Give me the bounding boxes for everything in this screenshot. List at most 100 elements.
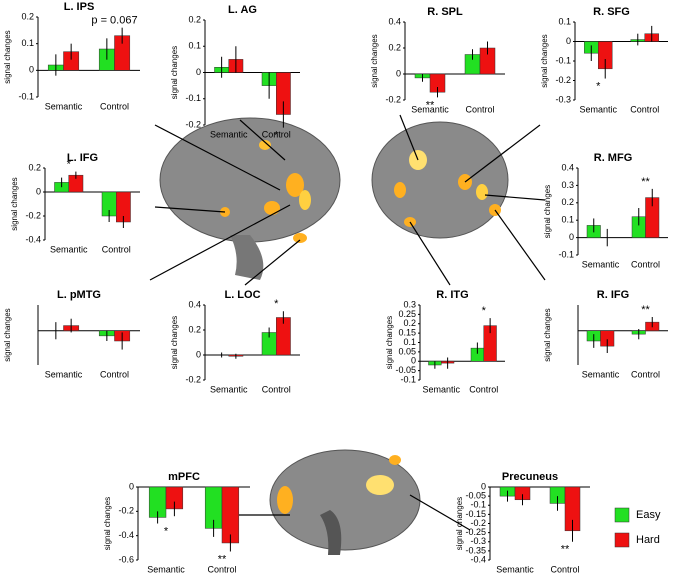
x-tick-label: Control bbox=[100, 369, 129, 379]
x-tick-label: Control bbox=[262, 129, 291, 139]
y-tick-label: -0.2 bbox=[25, 210, 41, 220]
x-tick-label: Semantic bbox=[422, 384, 460, 394]
y-tick-label: 0.1 bbox=[403, 337, 416, 347]
y-tick-label: -0.05 bbox=[395, 365, 416, 375]
y-axis-label: signal changes bbox=[543, 185, 552, 238]
y-tick-label: 0.2 bbox=[21, 11, 34, 21]
x-tick-label: Control bbox=[550, 564, 579, 574]
chart-title: R. MFG bbox=[594, 152, 633, 164]
y-tick-label: 0 bbox=[129, 481, 134, 491]
y-tick-label: 0 bbox=[29, 65, 34, 75]
chart-title: mPFC bbox=[168, 471, 200, 483]
y-axis-label: signal changes bbox=[10, 177, 19, 230]
chart-title: R. SFG bbox=[593, 6, 630, 18]
y-tick-label: -0.1 bbox=[400, 374, 416, 384]
y-tick-label: -0.05 bbox=[465, 491, 486, 501]
chart-title: R. ITG bbox=[436, 289, 468, 301]
y-tick-label: 0 bbox=[569, 232, 574, 242]
legend-swatch bbox=[614, 532, 630, 548]
y-axis-label: signal changes bbox=[3, 30, 12, 83]
y-axis-label: signal changes bbox=[103, 497, 112, 550]
chart-title: L. AG bbox=[228, 4, 257, 16]
x-tick-label: Semantic bbox=[579, 104, 617, 114]
x-tick-label: Semantic bbox=[411, 104, 449, 114]
y-tick-label: 0 bbox=[566, 36, 571, 46]
chart-title: L. pMTG bbox=[57, 289, 101, 301]
legend-swatch bbox=[614, 507, 630, 523]
y-tick-label: 0.2 bbox=[403, 318, 416, 328]
y-tick-label: 0.3 bbox=[403, 299, 416, 309]
y-axis-label: signal changes bbox=[170, 316, 179, 369]
x-tick-label: Control bbox=[100, 101, 129, 111]
y-tick-label: 0.1 bbox=[21, 38, 34, 48]
y-tick-label: 0 bbox=[481, 481, 486, 491]
brain-right bbox=[371, 121, 509, 239]
x-tick-label: Semantic bbox=[582, 369, 620, 379]
annotation: * bbox=[482, 305, 487, 317]
y-tick-label: -0.1 bbox=[185, 93, 201, 103]
y-axis-label: signal changes bbox=[3, 308, 12, 361]
y-tick-label: -0.1 bbox=[470, 500, 486, 510]
x-tick-label: Control bbox=[465, 104, 494, 114]
y-axis-label: signal changes bbox=[385, 316, 394, 369]
y-tick-label: -0.25 bbox=[465, 527, 486, 537]
y-axis-label: signal changes bbox=[540, 34, 549, 87]
chart-title: R. SPL bbox=[427, 6, 463, 18]
y-tick-label: 0.4 bbox=[561, 162, 574, 172]
x-tick-label: Semantic bbox=[582, 259, 620, 269]
annotation: * bbox=[274, 130, 279, 142]
y-tick-label: -0.2 bbox=[555, 75, 571, 85]
x-tick-label: Semantic bbox=[210, 129, 248, 139]
y-tick-label: -0.4 bbox=[118, 530, 134, 540]
x-tick-label: Semantic bbox=[496, 564, 534, 574]
y-tick-label: -0.3 bbox=[470, 536, 486, 546]
y-tick-label: 0.2 bbox=[388, 42, 401, 52]
x-tick-label: Control bbox=[207, 564, 236, 574]
y-tick-label: 0.1 bbox=[188, 41, 201, 51]
y-tick-label: 0 bbox=[196, 67, 201, 77]
y-tick-label: -0.4 bbox=[470, 554, 486, 564]
y-tick-label: -0.2 bbox=[470, 518, 486, 528]
chart-title: Precuneus bbox=[502, 471, 558, 483]
annotation: * bbox=[274, 298, 279, 310]
arrows bbox=[149, 114, 546, 531]
annotation: * bbox=[164, 525, 169, 537]
annotation: p = 0.067 bbox=[91, 15, 137, 27]
legend-label: Hard bbox=[636, 534, 660, 546]
y-tick-label: 0.4 bbox=[388, 16, 401, 26]
y-tick-label: 0 bbox=[396, 68, 401, 78]
chart-title: L. LOC bbox=[224, 289, 260, 301]
x-tick-label: Semantic bbox=[45, 101, 83, 111]
y-tick-label: 0.1 bbox=[561, 215, 574, 225]
y-tick-label: -0.2 bbox=[385, 94, 401, 104]
x-tick-label: Semantic bbox=[50, 244, 88, 254]
chart-title: R. IFG bbox=[597, 289, 629, 301]
y-tick-label: 0.2 bbox=[188, 14, 201, 24]
y-tick-label: 0.25 bbox=[398, 309, 416, 319]
chart-title: L. IFG bbox=[67, 152, 98, 164]
annotation: ** bbox=[426, 99, 435, 111]
y-tick-label: 0.1 bbox=[558, 16, 571, 26]
legend-label: Easy bbox=[636, 509, 661, 521]
x-tick-label: Control bbox=[630, 104, 659, 114]
y-axis-label: signal changes bbox=[370, 34, 379, 87]
y-tick-label: -0.2 bbox=[118, 506, 134, 516]
y-tick-label: -0.1 bbox=[18, 91, 34, 101]
x-tick-label: Semantic bbox=[210, 384, 248, 394]
annotation: * bbox=[67, 159, 72, 171]
y-tick-label: -0.15 bbox=[465, 509, 486, 519]
brain-medial bbox=[269, 449, 421, 555]
annotation: ** bbox=[641, 176, 650, 188]
y-tick-label: -0.1 bbox=[555, 55, 571, 65]
annotation: ** bbox=[641, 304, 650, 316]
x-tick-label: Control bbox=[262, 384, 291, 394]
annotation: ** bbox=[561, 544, 570, 556]
chart-title: L. IPS bbox=[64, 1, 95, 13]
y-tick-label: -0.4 bbox=[25, 234, 41, 244]
y-axis-label: signal changes bbox=[455, 497, 464, 550]
y-tick-label: 0 bbox=[36, 186, 41, 196]
y-tick-label: -0.6 bbox=[118, 554, 134, 564]
annotation: * bbox=[596, 80, 601, 92]
x-tick-label: Control bbox=[631, 369, 660, 379]
